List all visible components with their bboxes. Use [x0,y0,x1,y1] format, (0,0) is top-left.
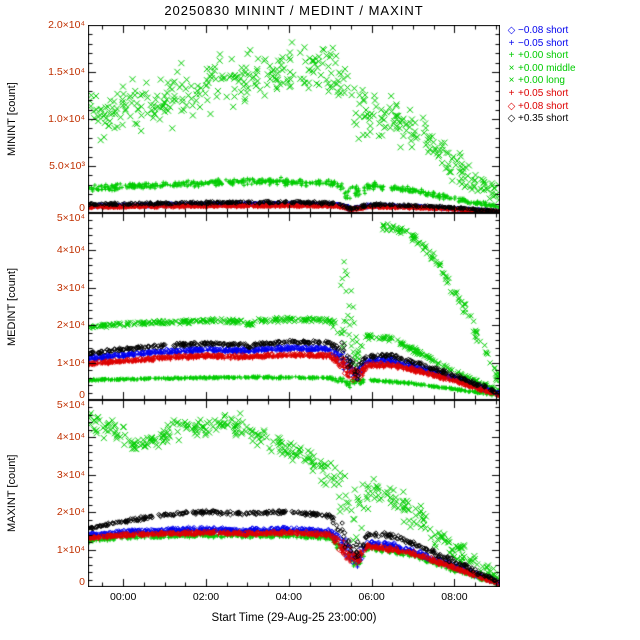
diamond-marker-icon: ◇ [507,25,516,36]
legend-item: + +0.00 short [505,50,576,63]
legend-item: + +0.05 short [505,88,576,101]
x-tick-label: 02:00 [192,591,220,603]
legend-item-label: −0.08 short [518,25,569,36]
y-tick-label: 2.0×10⁴ [48,19,85,31]
y-tick-label: 0 [79,202,85,214]
legend-item: × +0.00 middle [505,63,576,76]
plus-marker-icon: + [508,87,515,99]
y-tick-label: 5×10⁴ [56,212,85,224]
y-tick-label: 1.5×10⁴ [48,66,85,78]
y-tick-label: 0 [79,576,85,588]
diamond-marker-icon: ◇ [507,100,516,112]
legend-item-label: +0.00 middle [518,62,576,74]
maxint-panel-canvas [88,400,500,587]
y-tick-label: 3×10⁴ [56,468,85,481]
chart-title: 20250830 MININT / MEDINT / MAXINT [164,3,424,18]
legend-item: ◇ +0.35 short [505,113,576,126]
plus-marker-icon: + [508,50,515,62]
legend-item-label: +0.35 short [518,113,569,125]
x-tick-label: 04:00 [275,591,302,603]
diamond-marker-icon: ◇ [507,113,516,125]
legend-item-label: +0.08 short [518,100,569,112]
y-tick-label: 4×10⁴ [56,244,85,257]
y-tick-label: 4×10⁴ [56,431,85,444]
y-tick-label: 2×10⁴ [56,319,85,332]
cross-marker-icon: × [508,62,515,74]
y-tick-label: 1.0×10⁴ [48,113,85,125]
y-tick-label: 0 [79,389,85,401]
legend-item-label: +0.00 short [518,50,569,62]
plus-marker-icon: + [508,37,515,49]
x-axis-title: Start Time (29-Aug-25 23:00:00) [211,612,377,624]
y-tick-label: 1×10⁴ [56,543,85,556]
maxint-axis-label: MAXINT [count] [6,454,18,533]
y-tick-label: 2×10⁴ [56,506,85,519]
legend-item: ◇ +0.08 short [505,101,576,114]
legend-item: ◇ −0.08 short [505,25,576,38]
x-tick-label: 00:00 [110,591,137,603]
minint-panel-canvas [88,25,500,213]
y-tick-label: 5.0×10³ [49,160,85,172]
y-tick-label: 1×10⁴ [56,356,85,369]
legend-item: + −0.05 short [505,38,576,51]
x-tick-label: 08:00 [441,591,468,603]
legend-item-label: +0.00 long [518,75,565,87]
legend: ◇ −0.08 short + −0.05 short + +0.00 short × +0.… [505,25,576,126]
legend-item: × +0.00 long [505,75,576,88]
y-tick-label: 3×10⁴ [56,281,85,294]
medint-axis-label: MEDINT [count] [6,267,18,346]
x-tick-label: 06:00 [358,591,385,603]
y-tick-label: 5×10⁴ [56,399,85,411]
cross-marker-icon: × [508,75,515,87]
medint-panel-canvas [88,213,500,400]
legend-item-label: +0.05 short [518,87,569,99]
legend-item-label: −0.05 short [518,37,569,49]
